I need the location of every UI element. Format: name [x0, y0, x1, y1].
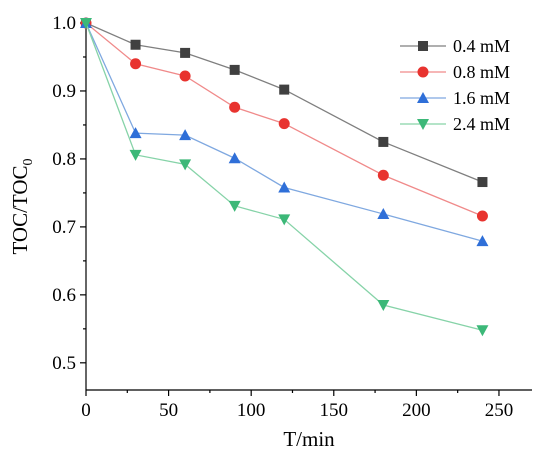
legend-item: 1.6 mM: [400, 88, 510, 108]
x-tick-label: 0: [81, 400, 91, 421]
data-point: [476, 210, 488, 222]
legend-item: 2.4 mM: [400, 114, 510, 134]
x-tick-label: 50: [159, 400, 178, 421]
y-axis-label-subscript: 0: [21, 158, 36, 165]
series-2.4-mm: [80, 18, 489, 337]
data-point: [476, 235, 489, 247]
data-point: [377, 169, 389, 181]
data-point: [229, 101, 241, 113]
legend: 0.4 mM 0.8 mM 1.6 mM 2.4 mM: [400, 36, 510, 134]
legend-item: 0.4 mM: [400, 36, 510, 56]
data-point: [80, 18, 92, 29]
data-point: [377, 207, 390, 219]
x-axis-label: T/min: [283, 427, 335, 451]
data-point: [228, 152, 241, 164]
data-point: [229, 64, 240, 75]
data-point: [279, 84, 290, 95]
data-point: [377, 300, 390, 312]
x-tick-label: 200: [402, 400, 431, 421]
x-tick-label: 150: [320, 400, 349, 421]
legend-label: 2.4 mM: [453, 114, 510, 134]
data-point: [228, 200, 241, 212]
y-tick-label: 0.7: [52, 217, 76, 238]
series-line: [85, 22, 483, 242]
data-point: [129, 149, 142, 161]
y-axis-label: TOC/TOC0: [8, 158, 36, 254]
legend-item: 0.8 mM: [400, 62, 510, 82]
data-point: [179, 129, 192, 141]
data-point: [477, 177, 488, 188]
data-point: [130, 39, 141, 50]
x-tick-label: 250: [485, 400, 514, 421]
y-tick-label: 1.0: [52, 13, 76, 34]
data-point: [278, 118, 290, 130]
data-point: [179, 159, 192, 171]
data-point: [179, 70, 191, 82]
axes: 0 50 100 150 200 250 0.5 0.6 0.7 0.8 0.9 1.0: [52, 13, 532, 421]
legend-marker: [417, 119, 429, 130]
data-point: [476, 325, 489, 337]
data-point: [378, 136, 389, 147]
y-axis-label-main: TOC/TOC: [8, 165, 32, 254]
data-point: [130, 58, 142, 70]
data-point: [129, 127, 142, 139]
series-1.6-mm: [80, 17, 489, 247]
x-tick-label: 100: [237, 400, 266, 421]
y-tick-label: 0.6: [52, 285, 76, 306]
y-tick-label: 0.8: [52, 149, 76, 170]
data-point: [180, 47, 191, 58]
y-tick-label: 0.9: [52, 81, 76, 102]
data-point: [278, 214, 291, 226]
series-layer: [80, 17, 489, 337]
legend-label: 0.4 mM: [453, 36, 510, 56]
legend-label: 0.8 mM: [453, 62, 510, 82]
legend-marker: [418, 41, 428, 51]
data-point: [278, 181, 291, 193]
legend-label: 1.6 mM: [453, 88, 510, 108]
legend-marker: [417, 66, 429, 78]
y-tick-label: 0.5: [52, 353, 76, 374]
legend-marker: [417, 92, 429, 103]
